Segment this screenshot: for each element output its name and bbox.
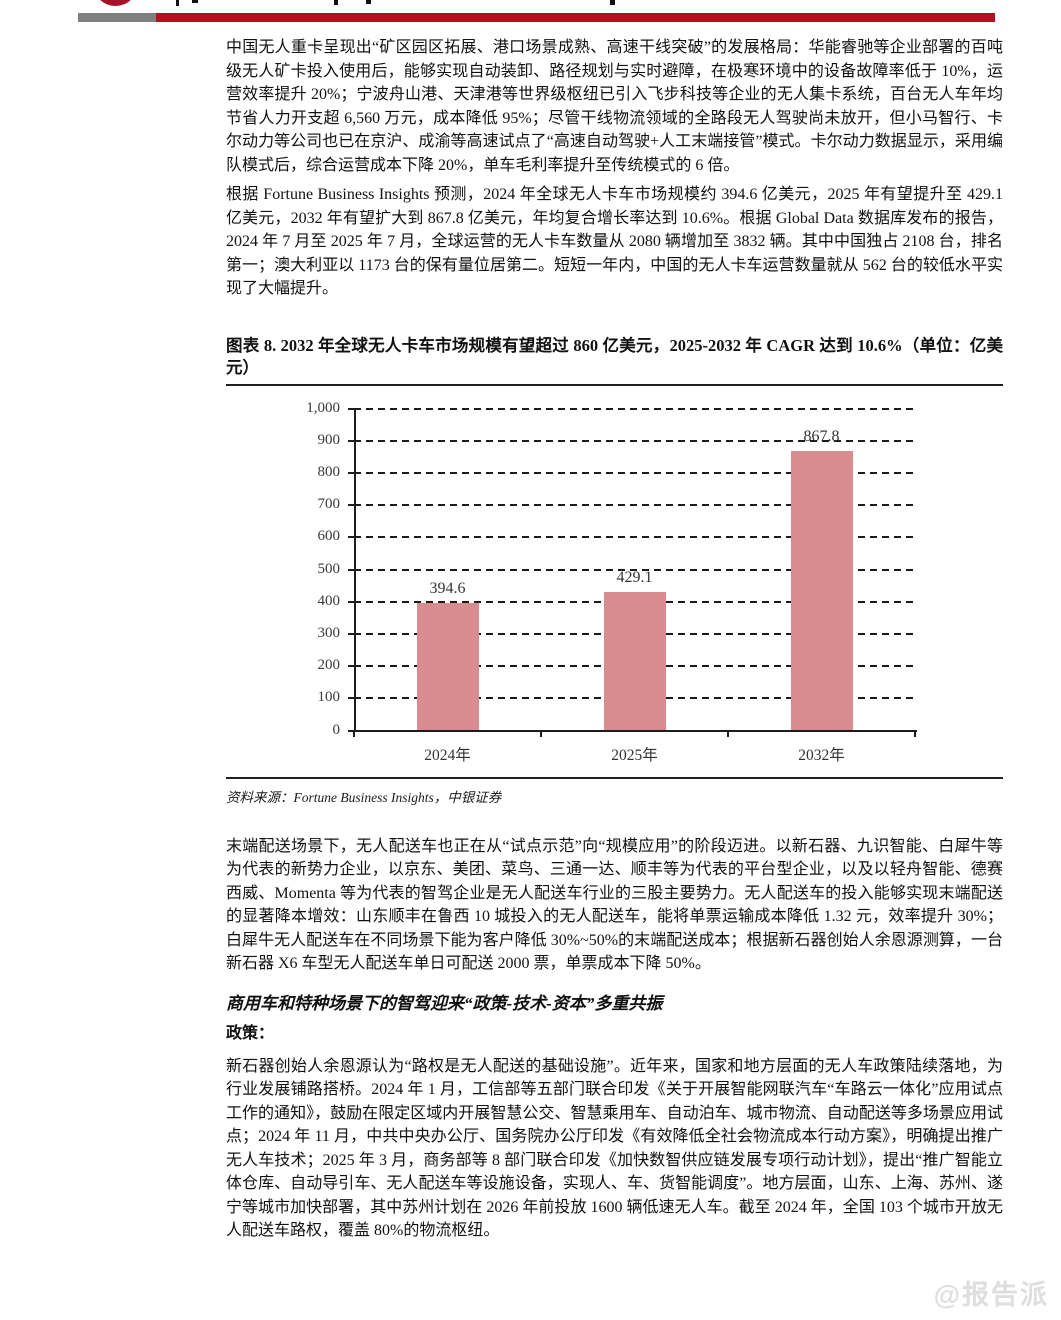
figure-8-title: 图表 8. 2032 年全球无人卡车市场规模有望超过 860 亿美元，2025-… [226, 335, 1003, 377]
paragraph-market-forecast: 根据 Fortune Business Insights 预测，2024 年全球… [226, 186, 1003, 297]
y-axis-tick [348, 568, 354, 571]
cropped-header-text [334, 0, 338, 5]
y-axis-tick-label: 0 [332, 721, 341, 738]
cropped-header-text [192, 0, 198, 3]
bar-chart-canvas: 0 100 200 300 400 500 600 700 800 900 1,000 394.6 20… [226, 386, 1003, 777]
bar-value-label: 867.8 [803, 428, 840, 446]
y-axis-tick [348, 536, 354, 539]
y-gridline [354, 568, 915, 571]
y-axis-tick-label: 400 [317, 592, 341, 609]
y-axis-tick-label: 200 [317, 657, 341, 674]
y-axis-tick-label: 600 [317, 528, 341, 545]
cropped-header-text [366, 0, 371, 4]
y-axis-tick-label: 1,000 [306, 399, 340, 416]
y-axis-line [354, 408, 356, 731]
y-axis-tick-label: 800 [317, 463, 341, 480]
figure-8-chart: 0 100 200 300 400 500 600 700 800 900 1,000 394.6 20… [226, 383, 1003, 779]
cropped-header-text [610, 0, 615, 5]
paragraph-last-mile-delivery: 末端配送场景下，无人配送车也正在从“试点示范”向“规模应用”的阶段迈进。以新石器… [226, 837, 1003, 973]
x-axis-category-label: 2032年 [798, 746, 845, 764]
y-gridline [354, 439, 915, 442]
x-axis-tick [540, 730, 542, 737]
section-heading-policy-tech-capital: 商用车和特种场景下的智驾迎来“政策-技术-资本”多重共振 [226, 993, 663, 1013]
bar-2025年 [603, 592, 666, 731]
bar-value-label: 429.1 [616, 569, 653, 587]
y-axis-tick [348, 471, 354, 474]
x-axis-line [354, 729, 917, 732]
policy-subheading: 政策： [226, 1024, 275, 1042]
y-axis-tick-label: 700 [317, 496, 341, 513]
paragraph-policy-detail: 新石器创始人余恩源认为“路权是无人配送的基础设施”。近年来，国家和地方层面的无人… [226, 1057, 1003, 1240]
y-axis-tick-label: 300 [317, 624, 341, 641]
y-gridline [354, 471, 915, 474]
cropped-header-text [176, 0, 179, 6]
y-axis-tick [348, 632, 354, 635]
y-axis-tick [348, 407, 354, 410]
paragraph-unmanned-heavy-truck: 中国无人重卡呈现出“矿区园区拓展、港口场景成熟、高速干线突破”的发展格局：华能睿… [226, 39, 1003, 174]
figure-source-note: 资料来源：Fortune Business Insights，中银证券 [226, 789, 502, 805]
y-axis-tick-label: 100 [317, 689, 341, 706]
y-gridline [354, 407, 915, 410]
x-axis-tick [727, 730, 729, 737]
bar-2032年 [790, 451, 853, 731]
header-rule-gray-segment [78, 13, 156, 22]
y-axis-tick [348, 697, 354, 700]
y-axis-tick-label: 500 [317, 560, 341, 577]
x-axis-tick [353, 730, 355, 737]
publisher-logo-icon [93, 0, 138, 6]
bar-2024年 [416, 603, 479, 731]
y-gridline [354, 536, 915, 539]
x-axis-tick [914, 730, 916, 737]
y-gridline [354, 504, 915, 507]
x-axis-category-label: 2024年 [424, 746, 471, 764]
report-body: 中国无人重卡呈现出“矿区园区拓展、港口场景成熟、高速干线突破”的发展格局：华能睿… [226, 0, 1003, 1249]
bar-value-label: 394.6 [429, 580, 466, 598]
y-axis-tick [348, 600, 354, 603]
watermark-baogaopai: @报告派 [933, 1280, 1049, 1310]
header-rule-red-segment [156, 13, 995, 22]
y-axis-tick [348, 665, 354, 668]
x-axis-category-label: 2025年 [611, 746, 658, 764]
y-axis-tick [348, 504, 354, 507]
y-axis-tick-label: 900 [317, 431, 341, 448]
y-axis-tick [348, 439, 354, 442]
y-axis-tick [348, 729, 354, 732]
